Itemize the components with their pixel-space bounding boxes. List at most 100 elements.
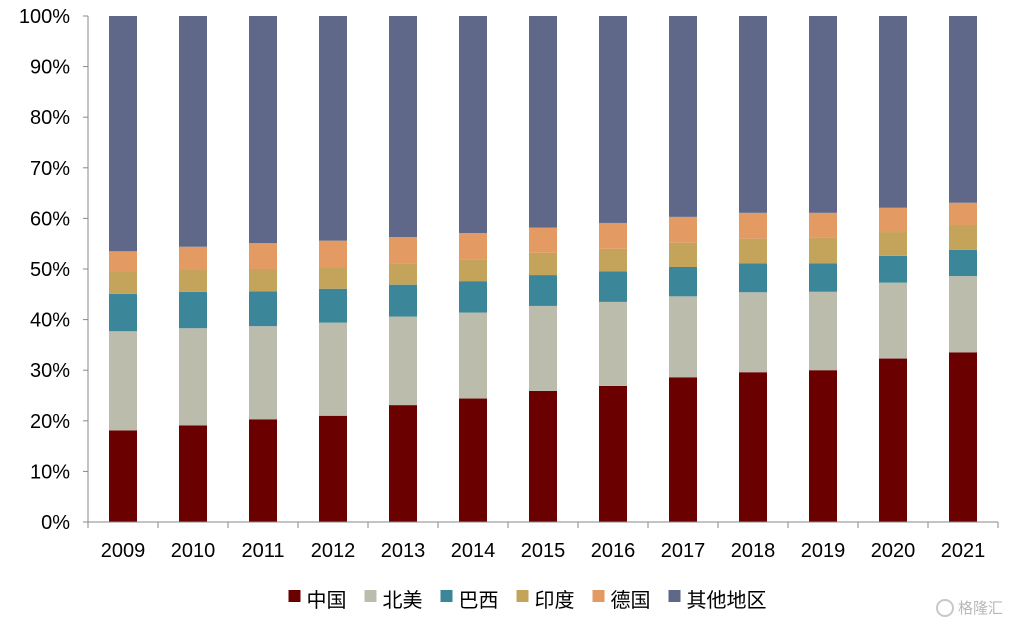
bar-2011-series-2 — [249, 291, 277, 327]
bar-2015-series-2 — [529, 275, 557, 306]
bar-2015-series-4 — [529, 227, 557, 253]
bar-2014-series-3 — [459, 259, 487, 282]
bar-2010-series-0 — [179, 425, 207, 522]
bar-2016-series-4 — [599, 222, 627, 249]
bar-2018-series-4 — [739, 212, 767, 239]
y-tick-label: 10% — [30, 461, 70, 483]
bar-2010-series-2 — [179, 291, 207, 329]
legend-swatch-4 — [592, 590, 605, 602]
bar-2020-series-5 — [879, 16, 907, 208]
legend-swatch-5 — [668, 590, 681, 602]
bar-2013-series-0 — [389, 405, 417, 522]
bar-2019-series-0 — [809, 370, 837, 522]
bar-2010-series-1 — [179, 328, 207, 426]
bar-2011-series-0 — [249, 419, 277, 522]
x-tick-label-2019: 2019 — [801, 540, 846, 562]
legend-swatch-0 — [288, 590, 301, 602]
watermark-logo-icon — [935, 598, 954, 617]
x-tick-label-2009: 2009 — [101, 540, 146, 562]
legend-label-2: 巴西 — [459, 588, 499, 612]
bar-2011-series-4 — [249, 243, 277, 269]
legend-label-1: 北美 — [383, 588, 423, 612]
bar-2009-series-4 — [109, 251, 137, 272]
bar-2009-series-3 — [109, 271, 137, 294]
bar-2009-series-5 — [109, 16, 137, 252]
axes-group: 0% 10% 20% 30% 40% 50% 60% 70% 80% 90% 100% 2009 201… — [19, 6, 999, 562]
bar-2019-series-4 — [809, 212, 837, 238]
bar-2019-series-2 — [809, 263, 837, 292]
bar-2021-series-3 — [949, 224, 977, 250]
legend-label-5: 其他地区 — [687, 588, 767, 612]
bar-2018-series-5 — [739, 16, 767, 213]
bar-2018-series-2 — [739, 263, 767, 293]
bar-2012-series-3 — [319, 267, 347, 289]
x-tick-label-2012: 2012 — [311, 540, 356, 562]
bar-2013-series-2 — [389, 284, 417, 317]
bar-2013-series-1 — [389, 316, 417, 406]
watermark: 格隆汇 — [935, 597, 1003, 618]
y-tick-label: 50% — [30, 259, 70, 281]
bar-2010-series-4 — [179, 246, 207, 271]
bar-2012-series-4 — [319, 240, 347, 268]
legend-label-3: 印度 — [535, 588, 575, 612]
bar-2009-series-2 — [109, 293, 137, 332]
watermark-text: 格隆汇 — [957, 599, 1003, 617]
y-tick-label: 100% — [19, 6, 70, 28]
bar-2019-series-3 — [809, 237, 837, 264]
bar-2017-series-0 — [669, 377, 697, 522]
y-tick-label: 70% — [30, 158, 70, 180]
bar-2009-series-1 — [109, 331, 137, 431]
bar-2021-series-1 — [949, 276, 977, 353]
bar-2010-series-5 — [179, 16, 207, 247]
bar-2017-series-2 — [669, 266, 697, 297]
bar-2015-series-3 — [529, 252, 557, 276]
legend-swatch-2 — [440, 590, 453, 602]
x-tick-label-2020: 2020 — [871, 540, 916, 562]
y-tick-label: 20% — [30, 411, 70, 433]
bar-2017-series-3 — [669, 242, 697, 267]
legend-label-4: 德国 — [611, 588, 651, 612]
bar-2013-series-5 — [389, 16, 417, 238]
legend-swatch-1 — [364, 590, 377, 602]
y-tick-label: 90% — [30, 57, 70, 79]
bar-2013-series-4 — [389, 237, 417, 264]
x-tick-label-2015: 2015 — [521, 540, 566, 562]
bar-2010-series-3 — [179, 270, 207, 292]
y-tick-label: 30% — [30, 360, 70, 382]
x-tick-label-2010: 2010 — [171, 540, 216, 562]
bar-2016-series-3 — [599, 248, 627, 272]
y-tick-label: 0% — [41, 512, 70, 534]
bar-2011-series-5 — [249, 16, 277, 244]
y-tick-label: 40% — [30, 310, 70, 332]
bar-2012-series-0 — [319, 415, 347, 522]
bar-2019-series-1 — [809, 291, 837, 371]
bar-2014-series-2 — [459, 281, 487, 313]
legend: 中国 北美 巴西 印度 德国 其他地区 — [288, 588, 767, 612]
bar-2015-series-0 — [529, 390, 557, 522]
bar-2014-series-1 — [459, 312, 487, 399]
bar-2020-series-0 — [879, 358, 907, 522]
x-tick-label-2014: 2014 — [451, 540, 496, 562]
bar-2021-series-5 — [949, 16, 977, 203]
bar-2021-series-4 — [949, 202, 977, 225]
bar-2021-series-0 — [949, 352, 977, 522]
x-tick-label-2011: 2011 — [241, 540, 284, 562]
bar-2014-series-4 — [459, 233, 487, 260]
x-tick-label-2013: 2013 — [381, 540, 426, 562]
bar-2020-series-4 — [879, 207, 907, 233]
legend-swatch-3 — [516, 590, 529, 602]
legend-label-0: 中国 — [307, 588, 347, 612]
bar-2011-series-1 — [249, 326, 277, 420]
bar-2011-series-3 — [249, 269, 277, 292]
bar-2014-series-5 — [459, 16, 487, 234]
bar-2020-series-2 — [879, 255, 907, 283]
bar-2015-series-1 — [529, 305, 557, 391]
bar-2014-series-0 — [459, 398, 487, 522]
y-tick-label: 60% — [30, 208, 70, 230]
bar-2016-series-5 — [599, 16, 627, 223]
bar-2016-series-1 — [599, 301, 627, 386]
bar-2018-series-1 — [739, 292, 767, 373]
bar-2020-series-1 — [879, 282, 907, 359]
bar-2013-series-3 — [389, 263, 417, 285]
